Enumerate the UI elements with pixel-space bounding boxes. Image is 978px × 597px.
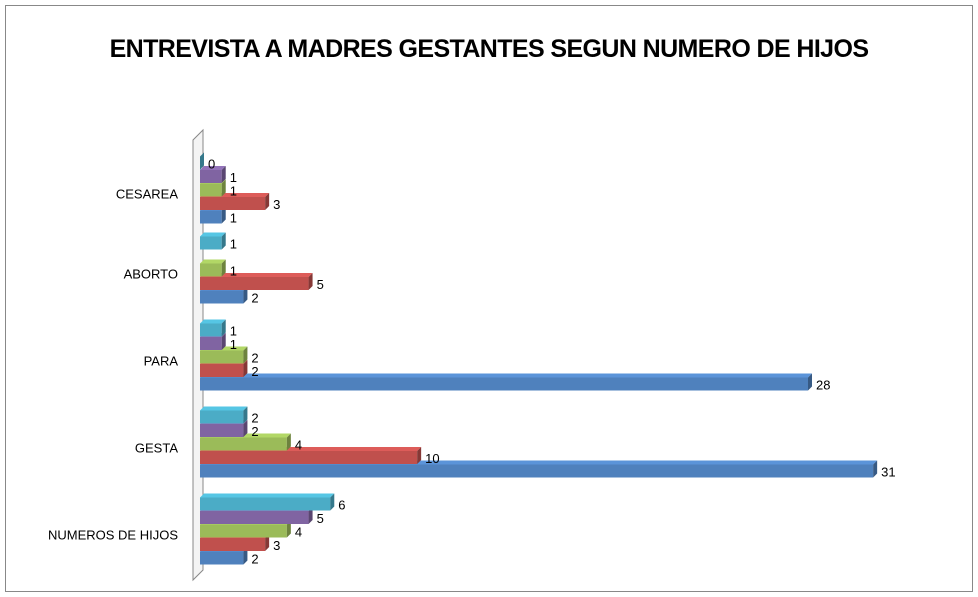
- bar: [200, 511, 309, 524]
- chart-title: ENTREVISTA A MADRES GESTANTES SEGUN NUME…: [109, 35, 869, 63]
- bar-side: [243, 547, 248, 565]
- value-label: 2: [251, 424, 258, 439]
- bar-side: [265, 193, 270, 210]
- value-label: 3: [273, 197, 280, 212]
- bar-side: [221, 333, 226, 350]
- bar: [200, 236, 222, 250]
- bar: [200, 551, 244, 565]
- bar-side: [808, 373, 812, 391]
- bar-side: [221, 166, 226, 183]
- bar-side: [873, 460, 878, 478]
- value-label: 2: [251, 350, 258, 365]
- value-label: 2: [251, 290, 258, 305]
- bar-side: [200, 152, 204, 170]
- bar: [200, 197, 266, 210]
- bar: [200, 170, 222, 183]
- value-label: 2: [251, 364, 258, 379]
- bar: [200, 410, 244, 424]
- bar-side: [265, 534, 270, 551]
- bar-side: [243, 346, 248, 364]
- bar-side: [243, 406, 248, 424]
- bar: [200, 364, 244, 377]
- bar-side: [286, 433, 291, 451]
- bar-side: [330, 493, 335, 511]
- bar: [200, 377, 808, 391]
- value-label: 5: [317, 511, 324, 526]
- bar: [200, 337, 222, 350]
- chart-border: [5, 5, 973, 592]
- bar-top: [200, 493, 335, 498]
- bar-side: [243, 360, 248, 377]
- bar: [200, 290, 244, 304]
- bar: [200, 183, 222, 197]
- bar: [200, 524, 287, 538]
- y-tick-label: NUMEROS DE HIJOS: [48, 527, 178, 542]
- bar-top: [200, 373, 812, 378]
- bar-side: [221, 259, 226, 277]
- value-label: 1: [230, 170, 237, 185]
- value-label: 3: [273, 538, 280, 553]
- bar-side: [243, 286, 248, 304]
- value-label: 4: [295, 524, 302, 539]
- bar: [200, 424, 244, 437]
- bar: [200, 210, 222, 224]
- value-label: 31: [881, 464, 895, 479]
- bar-side: [221, 179, 226, 197]
- bar: [200, 464, 874, 478]
- y-tick-label: GESTA: [135, 440, 178, 455]
- bar: [200, 437, 287, 451]
- value-label: 2: [251, 410, 258, 425]
- value-label: 4: [295, 437, 302, 452]
- value-label: 1: [230, 263, 237, 278]
- value-label: 6: [338, 497, 345, 512]
- value-label: 10: [425, 451, 439, 466]
- bar-side: [221, 319, 226, 337]
- bar-side: [221, 206, 226, 224]
- bar-side: [286, 520, 291, 538]
- value-label: 1: [230, 323, 237, 338]
- bar-top: [200, 166, 226, 170]
- bar-top: [200, 259, 226, 264]
- y-tick-label: ABORTO: [124, 266, 178, 281]
- bar: [200, 497, 331, 511]
- bar-side: [221, 232, 226, 250]
- bar: [200, 277, 309, 290]
- value-label: 0: [208, 156, 215, 171]
- bar: [200, 538, 266, 551]
- bar-top: [200, 232, 226, 237]
- value-label: 1: [230, 236, 237, 251]
- value-label: 1: [230, 183, 237, 198]
- bar: [200, 323, 222, 337]
- bar-top: [200, 319, 226, 324]
- bar: [200, 350, 244, 364]
- bar: [200, 263, 222, 277]
- bar-side: [308, 273, 313, 290]
- y-tick-label: PARA: [144, 353, 179, 368]
- value-label: 28: [816, 377, 830, 392]
- value-label: 1: [230, 337, 237, 352]
- bar-side: [417, 447, 422, 464]
- bar-side: [243, 420, 248, 437]
- value-label: 2: [251, 551, 258, 566]
- value-label: 1: [230, 210, 237, 225]
- bar-top: [200, 406, 248, 411]
- bar-side: [308, 507, 313, 524]
- bar: [200, 451, 418, 464]
- bar-top: [200, 273, 313, 277]
- value-label: 5: [317, 277, 324, 292]
- y-tick-label: CESAREA: [116, 186, 178, 201]
